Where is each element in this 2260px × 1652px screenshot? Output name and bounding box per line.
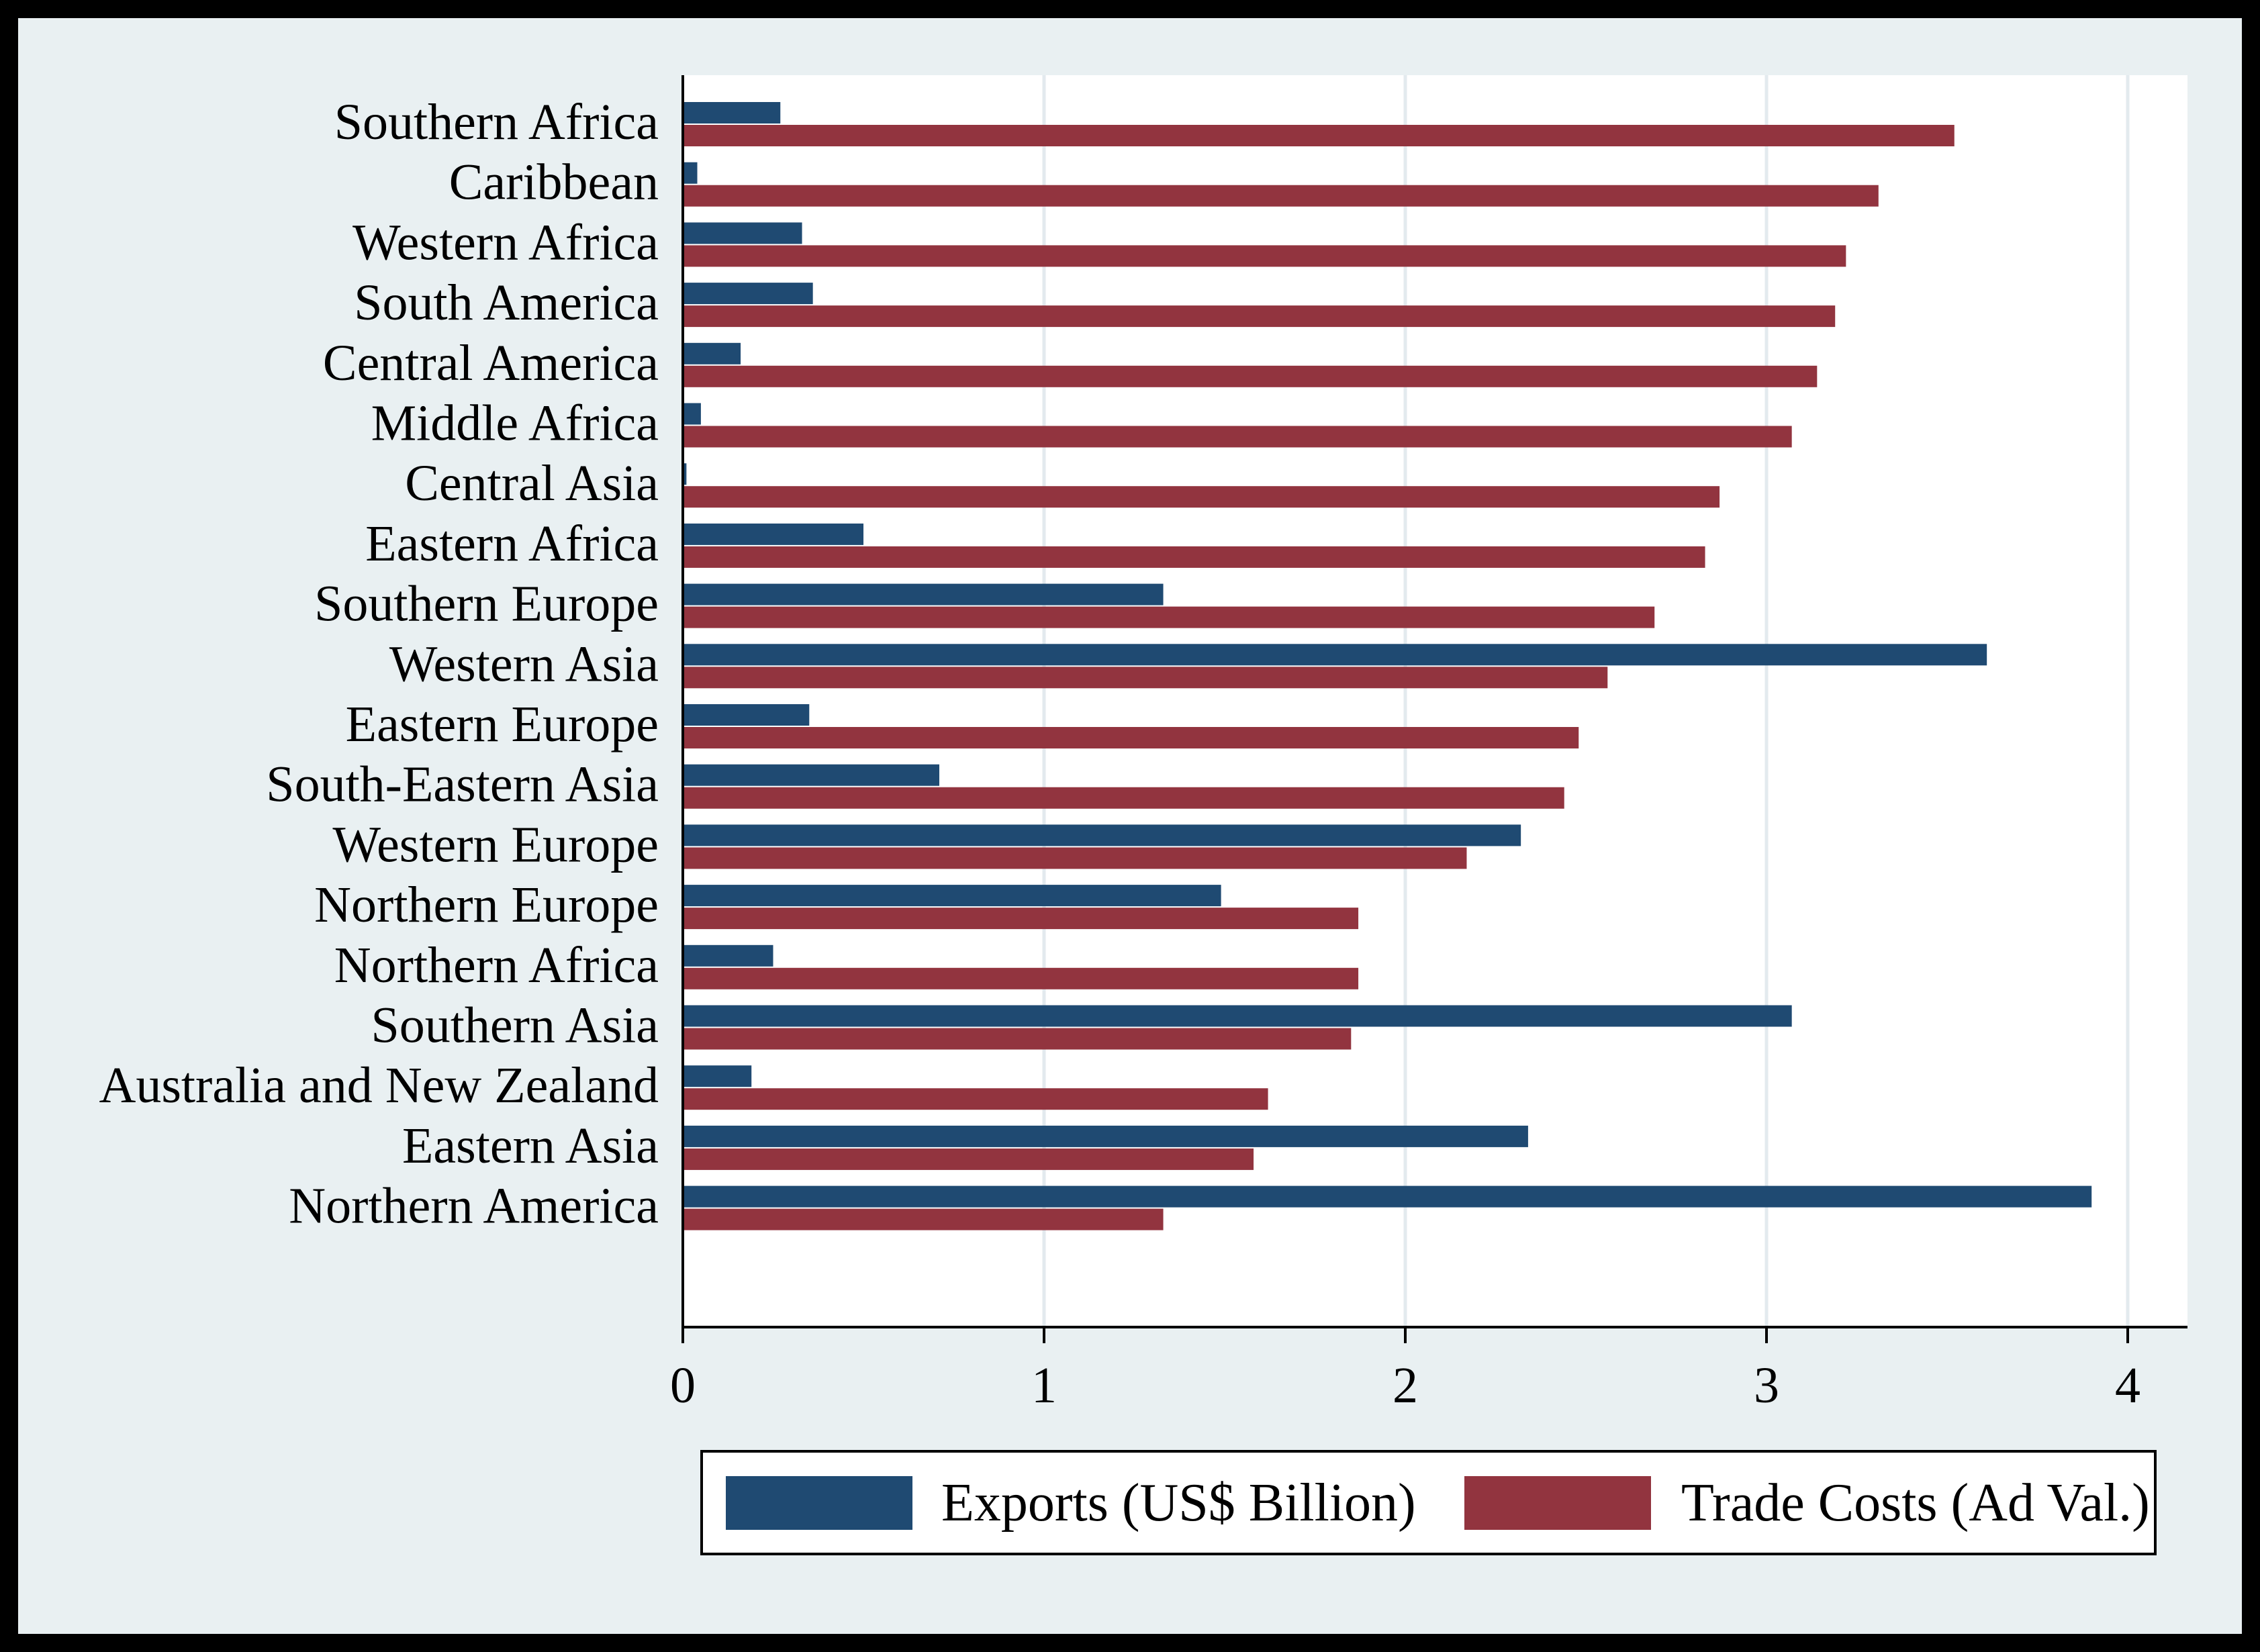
legend-swatch-trade-costs <box>1464 1476 1651 1530</box>
axes <box>681 75 2187 1328</box>
bar-exports <box>683 583 1164 605</box>
bar-trade-costs <box>683 486 1720 508</box>
category-label: Northern Europe <box>314 877 659 933</box>
legend-label-trade-costs: Trade Costs (Ad Val.) <box>1681 1473 2150 1533</box>
bar-trade-costs <box>683 305 1836 328</box>
x-tick-label: 2 <box>1393 1357 1418 1414</box>
bar-exports <box>683 283 813 305</box>
bar-exports <box>683 1185 2092 1208</box>
category-label: Eastern Asia <box>402 1118 659 1174</box>
bar-exports <box>683 944 773 967</box>
bar-exports <box>683 1065 752 1087</box>
category-label: Western Europe <box>332 816 659 873</box>
legend-box <box>700 1450 2157 1555</box>
bar-exports <box>683 523 863 545</box>
category-label: South America <box>354 275 659 331</box>
bar-exports <box>683 704 810 726</box>
bar-trade-costs <box>683 1028 1352 1050</box>
category-label: Central Asia <box>405 455 659 512</box>
bar-exports <box>683 222 802 244</box>
category-label: Western Asia <box>389 636 659 692</box>
category-label: Southern Europe <box>314 576 659 632</box>
category-label: Central America <box>323 335 659 391</box>
category-label: Northern America <box>289 1178 659 1234</box>
bars <box>683 102 2092 1230</box>
x-tick-label: 3 <box>1754 1357 1779 1414</box>
bar-trade-costs <box>683 125 1955 146</box>
bar-trade-costs <box>683 606 1655 628</box>
bar-trade-costs <box>683 185 1879 207</box>
bar-trade-costs <box>683 967 1359 989</box>
x-tick-label: 4 <box>2115 1357 2140 1414</box>
bar-trade-costs <box>683 727 1579 748</box>
chart-panel: Southern Africa Caribbean Western Africa So… <box>18 18 2242 1634</box>
bar-trade-costs <box>683 787 1564 809</box>
category-label: Middle Africa <box>371 395 659 452</box>
legend: Exports (US$ Billion) Trade Costs (Ad Va… <box>700 1450 2157 1555</box>
bar-trade-costs <box>683 1148 1254 1170</box>
bar-trade-costs <box>683 365 1818 387</box>
x-tick-labels: 0 1 2 3 4 <box>670 1327 2140 1414</box>
category-label: Western Africa <box>352 214 659 271</box>
legend-swatch-exports <box>726 1476 912 1530</box>
category-label: Southern Africa <box>334 94 659 150</box>
bar-exports <box>683 162 698 184</box>
bar-exports <box>683 1005 1792 1027</box>
bar-exports <box>683 102 781 124</box>
bar-exports <box>683 824 1521 846</box>
bar-exports <box>683 764 939 786</box>
bar-trade-costs <box>683 667 1608 689</box>
bar-trade-costs <box>683 908 1359 930</box>
category-label: Eastern Africa <box>365 516 659 572</box>
bar-exports <box>683 1125 1528 1147</box>
legend-label-exports: Exports (US$ Billion) <box>941 1473 1416 1533</box>
x-tick-label: 1 <box>1031 1357 1057 1414</box>
category-label: Australia and New Zealand <box>99 1057 659 1114</box>
bar-exports <box>683 403 701 425</box>
bar-trade-costs <box>683 1208 1164 1230</box>
bar-exports <box>683 342 741 365</box>
bar-exports <box>683 885 1221 907</box>
x-tick-label: 0 <box>670 1357 696 1414</box>
bar-trade-costs <box>683 546 1705 568</box>
bar-trade-costs <box>683 1088 1268 1110</box>
category-label: Eastern Europe <box>346 696 659 752</box>
category-label: Southern Asia <box>371 998 659 1054</box>
category-label: Caribbean <box>449 154 659 211</box>
plot-area <box>683 75 2187 1327</box>
bar-trade-costs <box>683 245 1846 267</box>
gridlines <box>1042 75 2130 1327</box>
bar-exports <box>683 463 687 485</box>
category-label: Northern Africa <box>334 937 659 993</box>
bar-trade-costs <box>683 847 1467 869</box>
bar-exports <box>683 644 1987 666</box>
bar-trade-costs <box>683 426 1792 448</box>
category-label: South-Eastern Asia <box>266 757 659 813</box>
